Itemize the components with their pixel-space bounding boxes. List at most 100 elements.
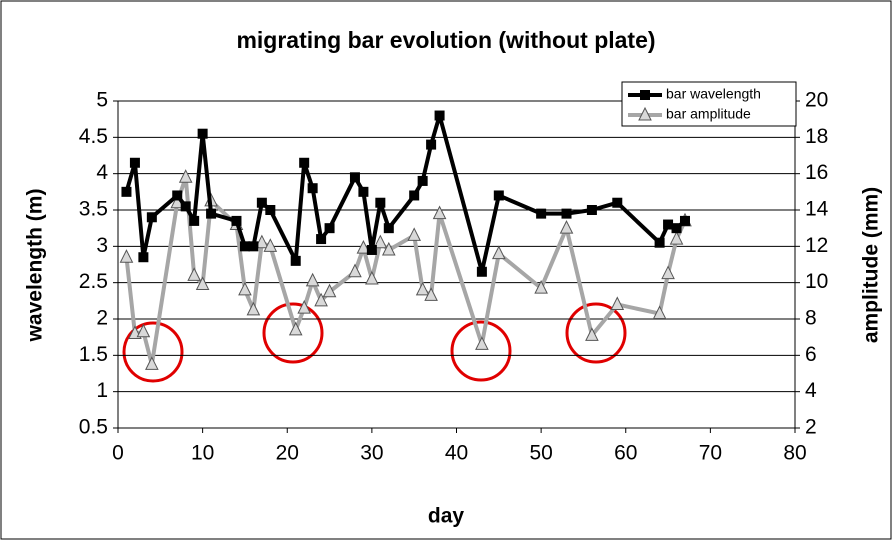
legend-box [621, 81, 797, 127]
x-axis-title: day [428, 505, 465, 528]
data-point [415, 281, 430, 296]
series [121, 110, 690, 277]
data-point [129, 157, 140, 168]
y-tick-label: 1.5 [79, 343, 108, 366]
data-point [197, 128, 208, 139]
data-point [305, 272, 320, 287]
data-point [136, 323, 151, 338]
data-point [265, 205, 276, 215]
data-point [349, 172, 360, 183]
data-point [121, 186, 132, 197]
data-point [180, 201, 191, 212]
highlight-circle [262, 302, 324, 364]
x-tick-label: 30 [360, 442, 383, 465]
data-point [290, 255, 301, 266]
data-point [307, 183, 318, 194]
data-point [671, 223, 682, 234]
data-point [493, 190, 504, 201]
data-point [263, 238, 278, 252]
highlight-circle [565, 302, 627, 364]
data-point [324, 223, 335, 234]
y2-tick-label: 12 [805, 234, 828, 257]
y2-tick-label: 6 [805, 343, 817, 366]
data-point [348, 263, 362, 278]
x-tick-label: 80 [783, 442, 806, 465]
y2-axis-title: amplitude (mm) [860, 187, 883, 343]
data-point [316, 234, 327, 245]
data-point [476, 266, 487, 277]
data-point [612, 197, 623, 208]
data-point [561, 208, 572, 219]
data-point [239, 241, 250, 252]
data-point [288, 321, 303, 336]
y2-tick-label: 2 [805, 416, 817, 439]
data-point [536, 208, 547, 219]
y-tick-label: 2 [96, 307, 108, 330]
data-point [356, 240, 371, 254]
plot-area [117, 100, 796, 429]
series [119, 169, 692, 370]
data-point [172, 190, 183, 201]
x-tick-label: 40 [445, 442, 468, 465]
data-point [534, 279, 548, 294]
y-tick-label: 2.5 [79, 270, 108, 293]
x-tick-label: 60 [614, 442, 637, 465]
data-point [409, 190, 420, 201]
data-point [661, 265, 675, 280]
x-tick-label: 10 [191, 442, 214, 465]
legend: bar wavelength bar amplitude [621, 81, 797, 127]
data-point [407, 227, 421, 241]
y2-tick-label: 20 [805, 89, 828, 112]
data-point [231, 215, 242, 226]
chart-title: migrating bar evolution (without plate) [236, 27, 655, 53]
data-point [492, 245, 506, 260]
data-point [610, 296, 625, 310]
highlight-circle [450, 320, 512, 382]
data-point [297, 299, 311, 314]
y-tick-label: 5 [96, 89, 108, 112]
data-point [417, 175, 428, 186]
data-point [432, 205, 447, 220]
legend-marker [638, 106, 652, 121]
y-axis-title: wavelength (m) [24, 189, 47, 343]
x-tick-label: 20 [276, 442, 299, 465]
highlight-circles [122, 302, 627, 383]
data-point [669, 230, 684, 245]
data-point [146, 212, 157, 223]
y2-tick-label: 18 [805, 125, 828, 148]
highlight-circle [122, 321, 184, 383]
data-point [383, 223, 394, 234]
y2-tick-label: 10 [805, 270, 828, 293]
data-point [238, 281, 252, 296]
data-point [585, 327, 599, 341]
data-point [381, 241, 396, 256]
y-tick-label: 4.5 [79, 125, 108, 148]
y-tick-label: 3 [96, 234, 108, 257]
data-point [654, 237, 665, 248]
data-point [475, 336, 489, 350]
data-point [195, 276, 210, 290]
data-point [248, 241, 259, 252]
x-tick-label: 70 [699, 442, 722, 465]
data-point [586, 205, 597, 215]
data-point [426, 139, 437, 150]
data-point [365, 270, 379, 285]
data-point [434, 110, 445, 121]
y-tick-label: 1 [96, 379, 108, 402]
legend-label: bar amplitude [666, 106, 751, 122]
data-point [255, 234, 269, 249]
data-point [119, 249, 134, 263]
y-tick-label: 0.5 [79, 416, 108, 439]
data-point [559, 220, 574, 234]
data-point [206, 208, 217, 219]
data-point [256, 197, 267, 208]
data-point [373, 234, 388, 249]
x-tick-label: 0 [112, 442, 124, 465]
y-tick-label: 3.5 [79, 198, 108, 221]
x-tick-label: 50 [529, 442, 552, 465]
y-tick-label: 4 [96, 161, 108, 184]
legend-label: bar wavelength [666, 86, 761, 102]
data-point [299, 157, 310, 168]
data-point [663, 219, 674, 230]
